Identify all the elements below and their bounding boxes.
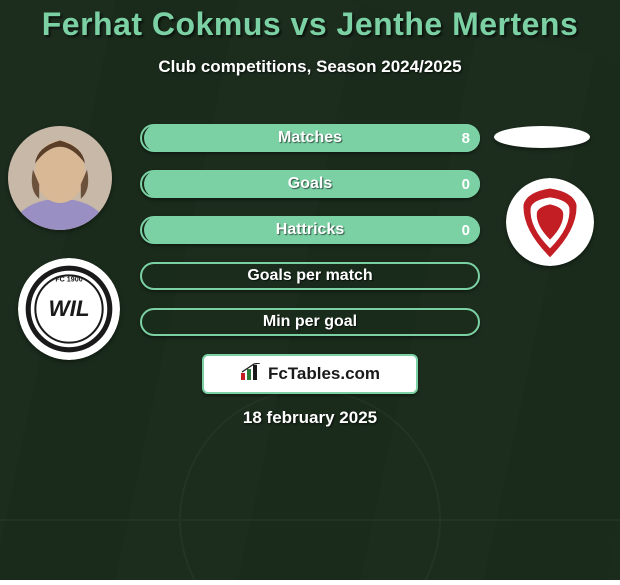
stat-label: Matches <box>278 129 342 147</box>
page-title: Ferhat Cokmus vs Jenthe Mertens <box>0 0 620 43</box>
stat-value-right: 0 <box>462 176 470 193</box>
brand-badge: FcTables.com <box>202 354 418 394</box>
stats-panel: Matches 8 Goals 0 Hattricks 0 Goals per match M… <box>140 124 480 354</box>
svg-text:WIL: WIL <box>48 296 89 321</box>
brand-chart-icon <box>240 363 262 386</box>
stat-row: Min per goal <box>140 308 480 336</box>
stat-label: Min per goal <box>263 313 357 331</box>
stat-row: Goals 0 <box>140 170 480 198</box>
stat-label: Goals <box>288 175 332 193</box>
stat-value-right: 0 <box>462 222 470 239</box>
stat-label: Goals per match <box>247 267 372 285</box>
player-left-club-badge: WIL FC 1900 <box>18 258 120 360</box>
stat-row: Matches 8 <box>140 124 480 152</box>
stat-value-right: 8 <box>462 130 470 147</box>
stat-label: Hattricks <box>276 221 344 239</box>
player-right-placeholder <box>494 126 590 148</box>
stat-row: Hattricks 0 <box>140 216 480 244</box>
brand-text: FcTables.com <box>268 364 380 384</box>
subtitle: Club competitions, Season 2024/2025 <box>0 57 620 77</box>
stat-row: Goals per match <box>140 262 480 290</box>
player-left-avatar <box>8 126 112 230</box>
date-text: 18 february 2025 <box>243 408 377 428</box>
player-right-club-badge <box>506 178 594 266</box>
svg-text:FC 1900: FC 1900 <box>55 275 82 283</box>
